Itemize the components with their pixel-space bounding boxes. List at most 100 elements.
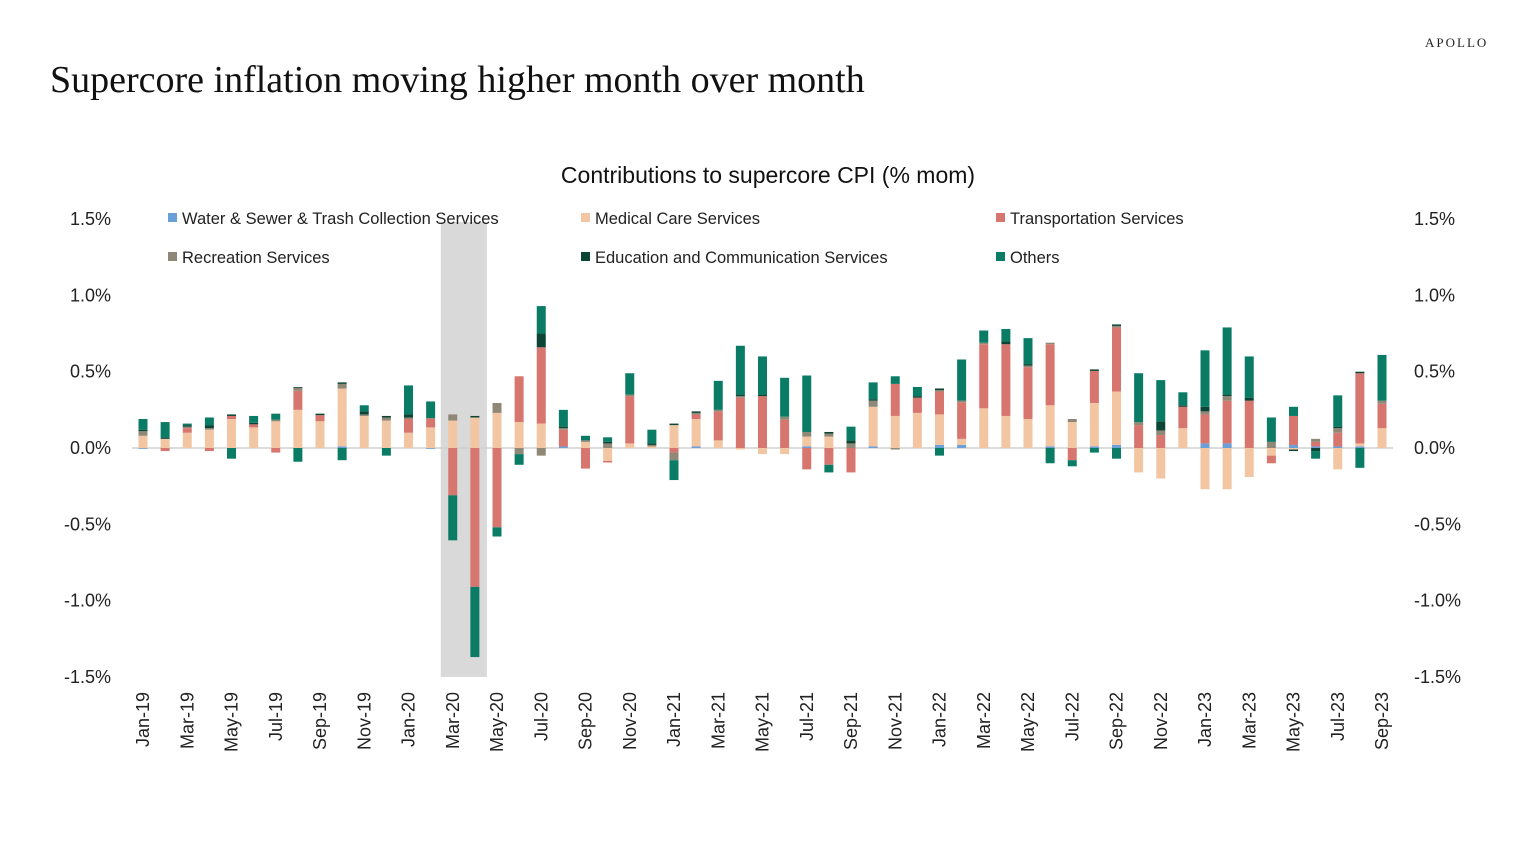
bar-segment-series-3 [1045, 342, 1055, 345]
bar-stack-Apr-20 [470, 415, 480, 658]
bar-segment-series-2 [603, 460, 613, 463]
bar-stack-Apr-19 [204, 417, 214, 452]
bar-segment-series-1 [1134, 448, 1144, 473]
bar-segment-series-1 [359, 415, 369, 448]
x-tick-label: May-21 [753, 692, 773, 752]
bar-segment-series-3 [1333, 428, 1343, 433]
bar-segment-series-3 [802, 431, 812, 437]
bar-segment-series-4 [912, 396, 922, 398]
bar-segment-series-1 [713, 440, 723, 448]
bar-segment-series-5 [514, 454, 524, 465]
bar-segment-series-5 [1200, 350, 1210, 407]
bar-stack-May-22 [1023, 338, 1033, 448]
bar-segment-series-5 [935, 448, 944, 456]
bar-segment-series-4 [1112, 324, 1121, 326]
bar-segment-series-3 [138, 431, 148, 436]
bar-segment-series-0 [802, 446, 812, 448]
bar-segment-series-1 [890, 415, 900, 448]
bar-segment-series-3 [1023, 365, 1033, 368]
bar-segment-series-2 [846, 448, 856, 473]
bar-segment-series-5 [448, 495, 458, 541]
y-tick-label-right: -1.5% [1414, 667, 1461, 687]
bar-segment-series-2 [1023, 367, 1033, 420]
bar-stack-Feb-19 [160, 422, 170, 452]
bar-segment-series-2 [824, 448, 834, 465]
x-tick-label: Jan-22 [930, 692, 950, 747]
bar-segment-series-1 [691, 419, 701, 447]
bar-segment-series-2 [713, 411, 723, 441]
bar-segment-series-4 [868, 399, 878, 401]
y-tick-label-right: 0.0% [1414, 438, 1455, 458]
bar-segment-series-1 [160, 438, 170, 448]
bar-segment-series-5 [1289, 406, 1298, 416]
x-tick-label: Nov-19 [354, 692, 374, 750]
bar-segment-series-5 [625, 373, 635, 395]
bar-segment-series-1 [625, 443, 635, 448]
legend-item: Others [996, 249, 1060, 267]
bar-stack-Oct-22 [1134, 373, 1144, 473]
bar-segment-series-5 [204, 417, 214, 426]
legend-swatch [581, 213, 590, 222]
bar-stack-Aug-22 [1089, 369, 1099, 453]
bar-stack-Jul-22 [1067, 419, 1077, 467]
bar-segment-series-4 [160, 437, 170, 439]
bar-segment-series-1 [249, 427, 259, 448]
bar-stack-Jun-23 [1311, 438, 1321, 459]
bar-stack-Mar-19 [182, 423, 192, 448]
bar-segment-series-4 [337, 382, 347, 384]
bar-segment-series-3 [935, 390, 944, 392]
bar-segment-series-5 [780, 377, 790, 417]
bar-segment-series-4 [558, 426, 568, 429]
bar-segment-series-1 [669, 425, 679, 448]
bar-segment-series-3 [1156, 430, 1166, 436]
bar-segment-series-5 [1178, 392, 1188, 406]
x-tick-label: May-19 [222, 692, 242, 752]
bar-segment-series-5 [758, 356, 767, 395]
bar-segment-series-3 [448, 414, 458, 421]
bar-segment-series-2 [315, 415, 325, 422]
bar-segment-series-1 [1200, 448, 1210, 490]
bar-segment-series-5 [603, 437, 613, 442]
bar-segment-series-1 [935, 414, 944, 445]
bar-segment-series-2 [758, 396, 767, 448]
bar-stack-Jan-21 [669, 423, 679, 481]
bar-segment-series-0 [1289, 444, 1298, 448]
bar-segment-series-5 [647, 429, 657, 444]
bar-segment-series-4 [735, 394, 745, 397]
y-tick-label-right: -1.0% [1414, 591, 1461, 611]
y-tick-label-right: 1.5% [1414, 209, 1455, 229]
bar-segment-series-3 [1266, 441, 1276, 448]
legend-item: Medical Care Services [581, 210, 760, 228]
bar-segment-series-1 [581, 441, 590, 448]
legend-label: Water & Sewer & Trash Collection Service… [182, 210, 499, 228]
bar-stack-Feb-20 [426, 401, 436, 449]
bar-segment-series-4 [1200, 406, 1210, 412]
bar-segment-series-3 [404, 417, 413, 420]
bar-segment-series-2 [1311, 441, 1321, 447]
bar-segment-series-1 [1089, 402, 1099, 447]
legend-swatch [996, 213, 1005, 222]
x-tick-label: Nov-21 [885, 692, 905, 750]
bar-stack-Dec-22 [1178, 392, 1188, 448]
bar-segment-series-5 [359, 405, 369, 412]
bar-segment-series-4 [669, 423, 679, 426]
x-tick-label: Sep-23 [1372, 692, 1392, 750]
legend-label: Recreation Services [182, 249, 330, 267]
bar-stack-Nov-22 [1156, 380, 1166, 479]
bar-segment-series-5 [824, 464, 834, 473]
bar-segment-series-5 [1067, 460, 1077, 467]
legend-swatch [996, 252, 1005, 261]
bar-segment-series-0 [337, 446, 347, 448]
bar-stack-Sep-19 [315, 413, 325, 448]
bar-segment-series-2 [204, 448, 214, 452]
bar-stack-Jan-19 [138, 419, 148, 449]
y-tick-label-left: 1.0% [70, 285, 111, 305]
bar-stack-Mar-22 [979, 330, 989, 448]
x-tick-label: Sep-22 [1107, 692, 1127, 750]
bar-segment-series-5 [138, 419, 148, 430]
bar-segment-series-1 [182, 432, 192, 448]
bar-segment-series-4 [381, 415, 391, 418]
bar-stack-May-21 [758, 356, 767, 455]
bar-segment-series-3 [735, 396, 745, 398]
bar-segment-series-2 [1200, 414, 1210, 444]
